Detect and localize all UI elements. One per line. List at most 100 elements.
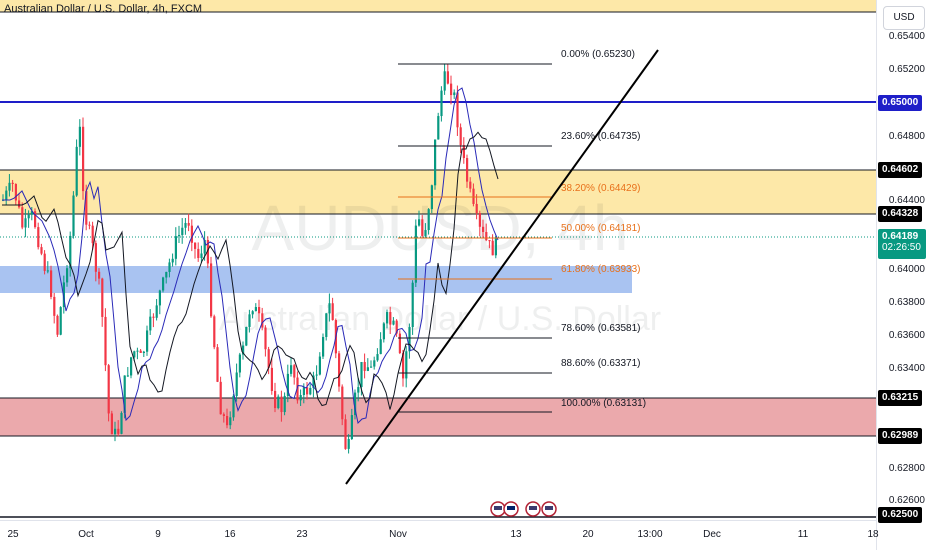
price-tag-resistance-lower: 0.64328 — [878, 206, 923, 222]
candle-body — [427, 209, 430, 231]
candle-body — [411, 282, 414, 328]
candle-body — [158, 290, 161, 306]
candle-body — [53, 296, 56, 316]
support-zone — [0, 398, 876, 436]
candle-body — [155, 305, 158, 318]
currency-button[interactable]: USD — [883, 6, 925, 30]
candle-body — [46, 270, 49, 272]
candle-body — [126, 375, 129, 377]
candle-body — [117, 428, 120, 434]
time-label: Dec — [703, 529, 721, 540]
candle-body — [325, 313, 328, 337]
time-label-highlight: 13:00 — [637, 529, 663, 540]
price-tick: 0.63600 — [888, 330, 925, 341]
candle-body — [18, 200, 21, 208]
candle-body — [203, 239, 206, 254]
candle-body — [110, 413, 113, 435]
moving-average-slow — [2, 131, 499, 410]
candle-body — [302, 387, 305, 396]
time-label: Oct — [78, 529, 94, 540]
candle-body — [66, 268, 69, 283]
candle-body — [264, 327, 267, 350]
resistance-zone — [0, 170, 876, 214]
candle-body — [491, 240, 494, 256]
price-tick: 0.62800 — [888, 463, 925, 474]
price-chart[interactable]: AUDUSD, 4h Australian Dollar / U.S. Doll… — [0, 0, 876, 520]
candle-body — [190, 225, 193, 243]
candle-body — [34, 211, 37, 228]
time-label: 9 — [155, 529, 161, 540]
candle-body — [200, 253, 203, 258]
candle-body — [293, 365, 296, 378]
time-axis[interactable]: 25 Oct 9 16 23 Nov 13 20 13:00 Dec 11 18 — [0, 520, 879, 551]
time-label: 20 — [582, 529, 594, 540]
fib-label-100: 100.00% (0.63131) — [561, 398, 646, 409]
time-label: 11 — [797, 529, 809, 540]
price-tag-support-upper: 0.63215 — [878, 390, 923, 406]
candle-body — [350, 415, 353, 440]
candle-body — [194, 242, 197, 249]
candle-body — [210, 263, 213, 317]
uptrend-line[interactable] — [345, 49, 659, 485]
time-label: 25 — [7, 529, 19, 540]
price-tick: 0.62600 — [888, 495, 925, 506]
fib-label-61.8: 61.80% (0.63933) — [561, 264, 641, 275]
candle-body — [338, 353, 341, 387]
candle-body — [62, 282, 65, 308]
candle-body — [485, 231, 488, 241]
candle-body — [283, 395, 286, 413]
candle-body — [318, 356, 321, 375]
current-price-tag: 0.64189 02:26:50 — [878, 229, 926, 259]
candle-body — [216, 347, 219, 382]
candle-body — [446, 71, 449, 84]
candle-body — [11, 182, 14, 184]
price-tick: 0.63400 — [888, 363, 925, 374]
candle-body — [456, 92, 459, 128]
candle-body — [402, 353, 405, 379]
candle-body — [88, 224, 91, 226]
economic-events[interactable] — [490, 501, 557, 517]
price-tick: 0.63800 — [888, 297, 925, 308]
moving-average-fast — [2, 87, 499, 425]
candle-body — [242, 345, 245, 355]
candle-body — [309, 387, 312, 395]
candle-body — [366, 367, 369, 371]
candle-body — [85, 191, 88, 225]
candle-body — [494, 237, 497, 256]
price-tag-resistance-upper: 0.64602 — [878, 162, 923, 178]
candle-body — [251, 311, 254, 315]
candle-body — [219, 381, 222, 415]
candle-body — [360, 362, 363, 388]
fib-label-78.6: 78.60% (0.63581) — [561, 323, 641, 334]
current-price-value: 0.64189 — [882, 231, 919, 242]
price-tick: 0.64800 — [888, 131, 925, 142]
candle-body — [347, 439, 350, 449]
chart-title: Australian Dollar / U.S. Dollar, 4h, FXC… — [4, 3, 203, 15]
candle-body — [174, 236, 177, 259]
candle-body — [312, 375, 315, 388]
candle-body — [437, 116, 440, 140]
candle-body — [261, 313, 264, 328]
chart-plot-area[interactable]: AUDUSD, 4h Australian Dollar / U.S. Doll… — [0, 0, 876, 520]
candle-body — [277, 396, 280, 409]
candle-body — [414, 225, 417, 283]
candle-body — [472, 188, 475, 204]
candle-body — [133, 351, 136, 358]
candle-body — [59, 307, 62, 335]
candle-body — [440, 90, 443, 117]
candle-body — [91, 225, 94, 244]
candle-body — [187, 222, 190, 226]
candle-body — [107, 365, 110, 414]
candle-body — [146, 330, 149, 352]
price-axis[interactable]: USD 0.65400 0.65200 0.64800 0.64400 0.64… — [876, 0, 932, 550]
candle-body — [379, 339, 382, 355]
candle-body — [178, 234, 181, 237]
price-tag-blue: 0.65000 — [878, 95, 923, 111]
candle-body — [341, 386, 344, 420]
candle-body — [130, 357, 133, 376]
candle-body — [354, 392, 357, 416]
candle-body — [72, 195, 75, 236]
candle-body — [370, 366, 373, 368]
candle-body — [258, 307, 261, 314]
fibonacci-retracement[interactable]: 0.00% (0.65230) 23.60% (0.64735) 38.20% … — [398, 49, 646, 413]
